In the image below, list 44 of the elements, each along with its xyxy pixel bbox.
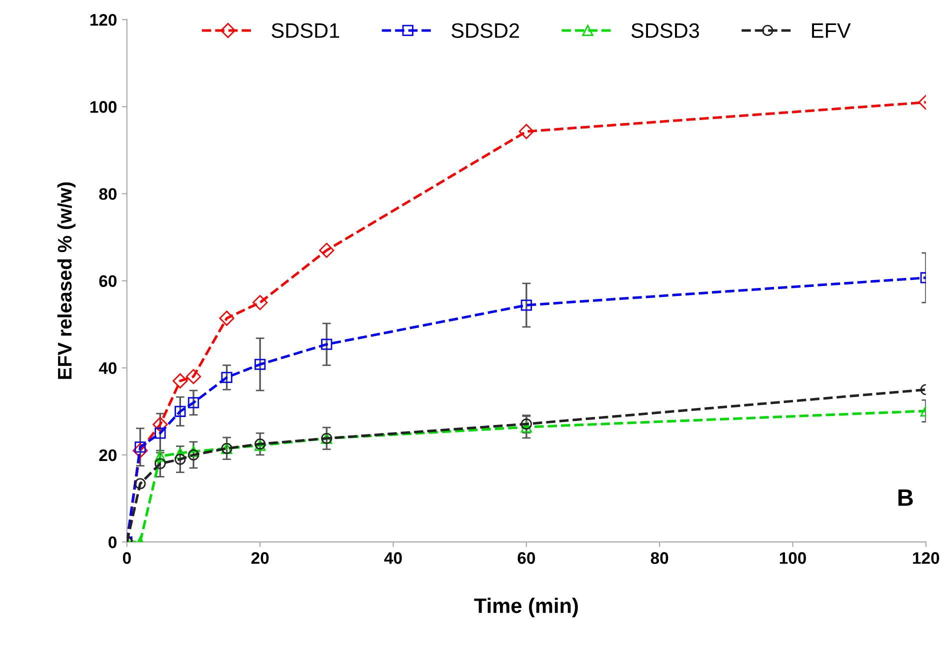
y-tick-label: 60: [99, 275, 116, 287]
point: [174, 454, 186, 465]
point: [219, 310, 234, 326]
point: [188, 446, 200, 457]
point: [154, 458, 166, 470]
x-tick-label: 120: [913, 552, 940, 564]
point: [132, 443, 148, 458]
legend-label: SDSD1: [272, 23, 340, 38]
point: [174, 406, 186, 417]
point: [520, 422, 532, 433]
point: [520, 418, 532, 430]
point: [188, 449, 200, 460]
x-tick-label: 60: [518, 552, 535, 564]
point: [154, 428, 166, 439]
y-tick-label: 20: [99, 449, 116, 462]
y-tick-label: 120: [90, 14, 116, 26]
legend-label: SDSD2: [452, 23, 519, 38]
point: [254, 358, 266, 370]
annotation: B: [898, 490, 913, 506]
y-axis-title: EFV released % (w/w): [57, 182, 76, 379]
point: [520, 300, 532, 311]
x-tick-label: 0: [122, 552, 131, 564]
point: [252, 294, 268, 310]
x-tick-label: 80: [650, 552, 668, 564]
x-tick-label: 20: [251, 552, 269, 564]
point: [154, 450, 166, 462]
x-tick-label: 40: [384, 552, 402, 564]
y-tick-label: 80: [99, 188, 116, 200]
legend-label: EFV: [812, 23, 851, 38]
point: [518, 124, 534, 140]
point: [188, 397, 200, 408]
y-tick-label: 100: [90, 101, 116, 113]
y-tick-label: 40: [98, 362, 116, 374]
point: [172, 373, 188, 388]
point: [319, 242, 334, 258]
legend-label: SDSD3: [631, 23, 700, 38]
y-tick-label: 0: [108, 536, 116, 548]
x-axis-title: Time (min): [474, 598, 578, 618]
point: [221, 372, 232, 383]
point: [134, 478, 146, 490]
point: [186, 368, 202, 384]
point: [152, 416, 168, 432]
point: [321, 338, 332, 350]
x-tick-label: 100: [780, 552, 806, 564]
